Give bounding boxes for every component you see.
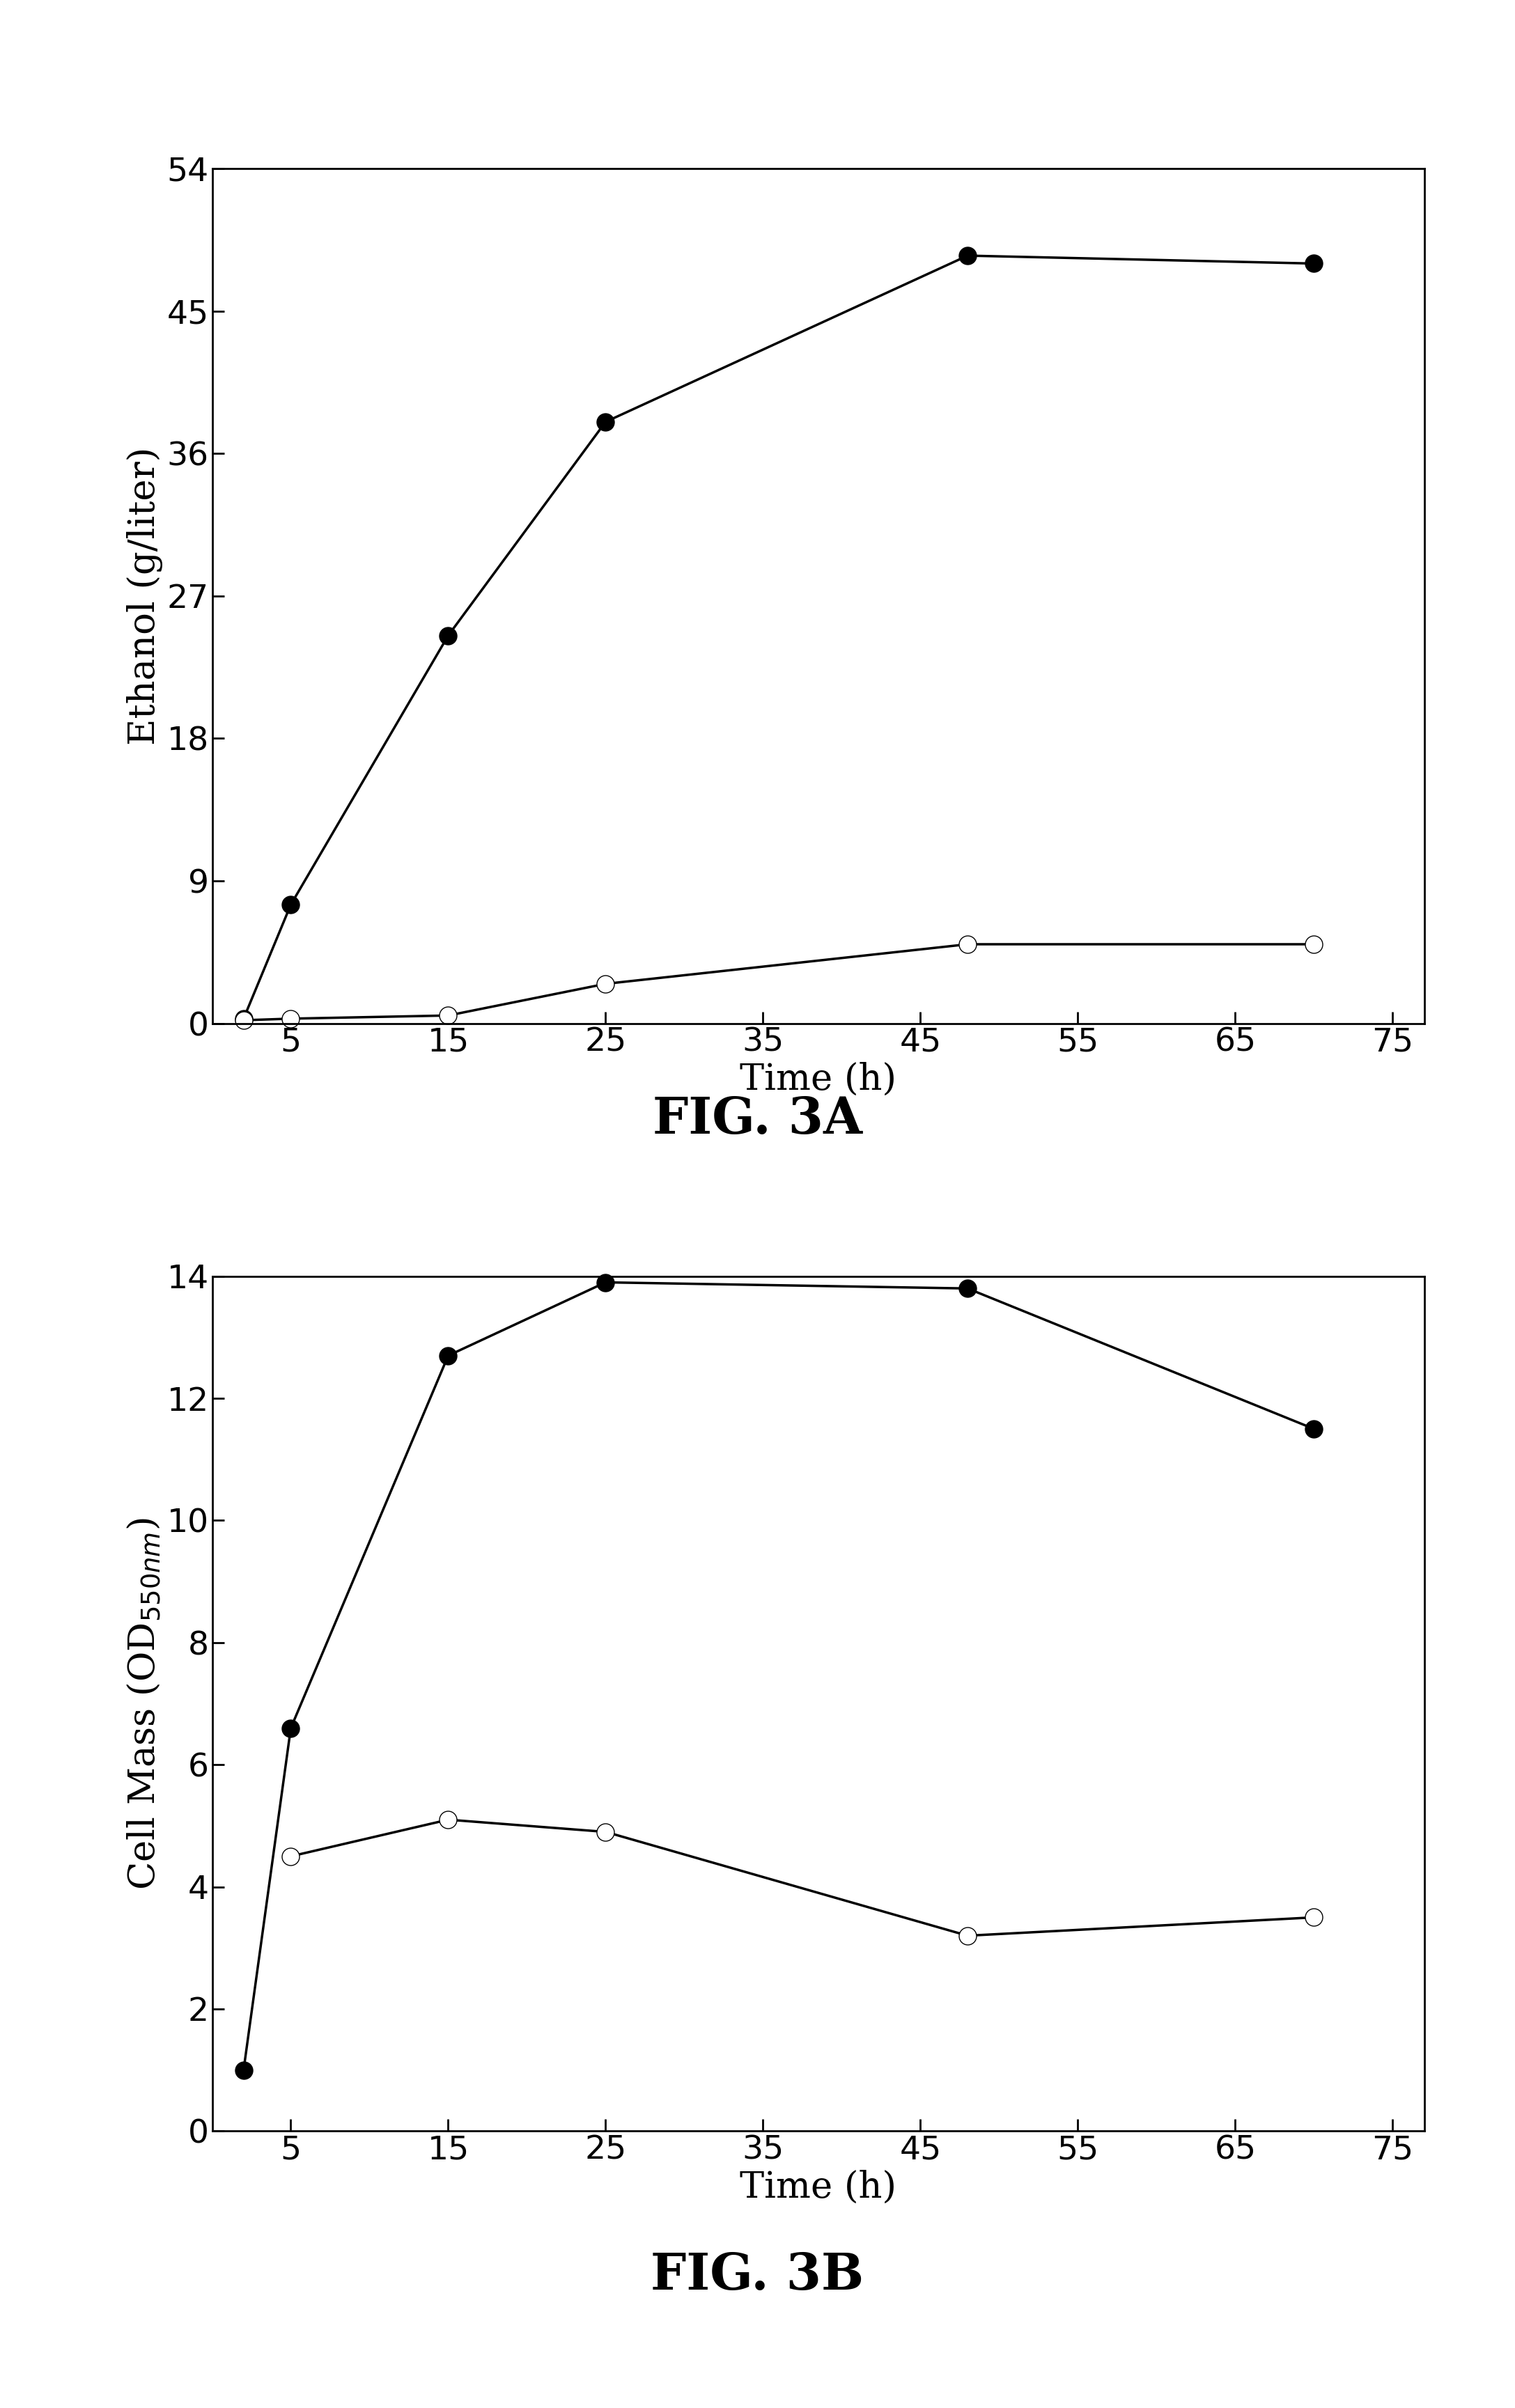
X-axis label: Time (h): Time (h): [739, 2170, 897, 2206]
X-axis label: Time (h): Time (h): [739, 1062, 897, 1098]
Text: FIG. 3A: FIG. 3A: [653, 1096, 862, 1144]
Y-axis label: Cell Mass (OD$_{550nm}$): Cell Mass (OD$_{550nm}$): [126, 1517, 164, 1890]
Text: FIG. 3B: FIG. 3B: [651, 2251, 864, 2300]
Y-axis label: Ethanol (g/liter): Ethanol (g/liter): [127, 448, 164, 744]
